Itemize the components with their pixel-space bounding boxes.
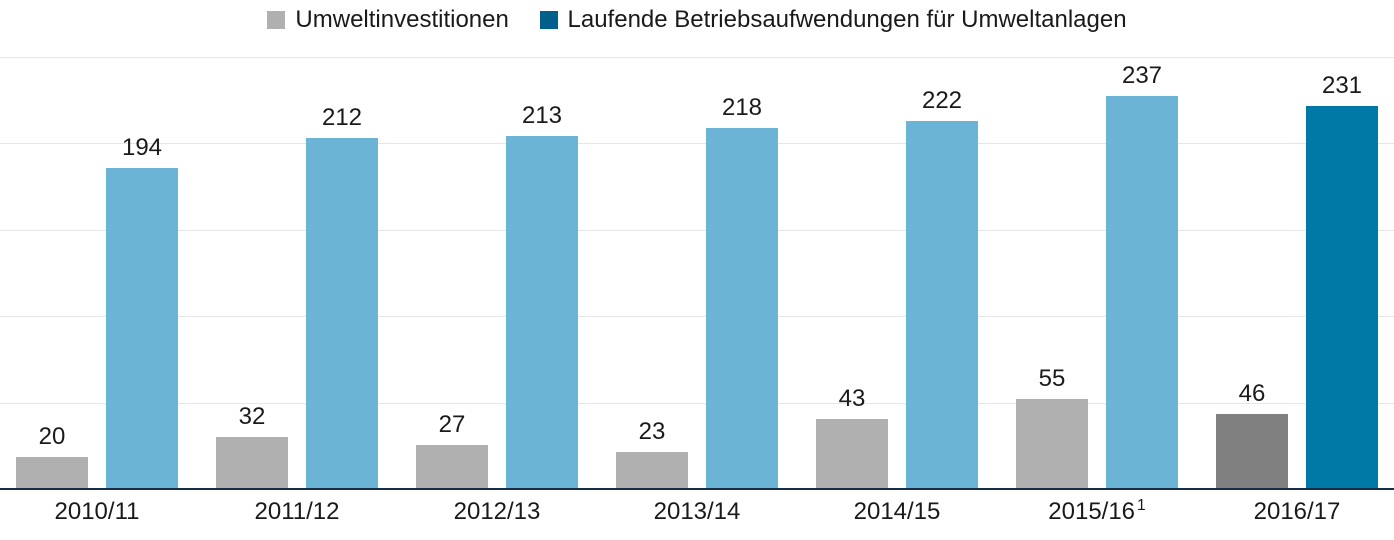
- bar-value-label: 213: [522, 102, 562, 136]
- bar-value-label: 218: [722, 94, 762, 128]
- bar-value-label: 55: [1039, 365, 1066, 399]
- bar-opex: 213: [506, 136, 578, 490]
- bar-invest: 23: [616, 452, 688, 490]
- bar-group: 43 222: [816, 58, 978, 490]
- x-axis-label: 2016/17: [1254, 498, 1341, 526]
- bar-value-label: 194: [122, 134, 162, 168]
- x-axis-label: 2013/14: [654, 498, 741, 526]
- bar-opex: 237: [1106, 96, 1178, 490]
- bar-invest: 27: [416, 445, 488, 490]
- bar-groups: 20194322122721323218432225523746231: [0, 58, 1394, 490]
- x-axis-label: 2015/161: [1048, 498, 1145, 526]
- bar-invest: 43: [816, 419, 888, 490]
- bar-value-label: 231: [1322, 72, 1362, 106]
- bar-invest: 55: [1016, 399, 1088, 490]
- legend-swatch-invest: [267, 11, 285, 29]
- bar-value-label: 222: [922, 87, 962, 121]
- legend: Umweltinvestitionen Laufende Betriebsauf…: [0, 6, 1394, 36]
- bar-invest: 46: [1216, 414, 1288, 490]
- bar-opex: 212: [306, 138, 378, 490]
- x-axis-labels: 2010/11 2011/12 2012/13 2013/14 2014/15 2015/…: [0, 490, 1394, 540]
- x-axis-label: 2014/15: [854, 498, 941, 526]
- chart-container: Umweltinvestitionen Laufende Betriebsauf…: [0, 0, 1394, 540]
- bar-opex: 231: [1306, 106, 1378, 490]
- bar-value-label: 23: [639, 418, 666, 452]
- legend-item-invest: Umweltinvestitionen: [267, 6, 508, 34]
- x-axis-label: 2010/11: [55, 498, 140, 526]
- bar-value-label: 20: [39, 423, 66, 457]
- bar-value-label: 237: [1122, 62, 1162, 96]
- bar-group: 46231: [1216, 58, 1378, 490]
- legend-label-invest: Umweltinvestitionen: [295, 6, 508, 34]
- bar-group: 55237: [1016, 58, 1178, 490]
- bar-value-label: 27: [439, 411, 466, 445]
- bar-value-label: 43: [839, 385, 866, 419]
- legend-swatch-opex: [540, 11, 558, 29]
- bar-group: 32 212: [216, 58, 378, 490]
- bar-opex: 194: [106, 168, 178, 490]
- legend-item-opex: Laufende Betriebsaufwendungen für Umwelt…: [540, 6, 1127, 34]
- bar-opex: 218: [706, 128, 778, 490]
- legend-label-opex: Laufende Betriebsaufwendungen für Umwelt…: [568, 6, 1127, 34]
- bar-value-label: 212: [322, 104, 362, 138]
- bar-value-label: 46: [1239, 380, 1266, 414]
- bar-opex: 222: [906, 121, 978, 490]
- plot-area: 20194322122721323218432225523746231: [0, 58, 1394, 490]
- x-axis-label: 2012/13: [454, 498, 541, 526]
- bar-invest: 20: [16, 457, 88, 490]
- bar-group: 23 218: [616, 58, 778, 490]
- bar-group: 27 213: [416, 58, 578, 490]
- bar-invest: 32: [216, 437, 288, 490]
- x-axis-label: 2011/12: [255, 498, 340, 526]
- bar-value-label: 32: [239, 403, 266, 437]
- bar-group: 20 194: [16, 58, 178, 490]
